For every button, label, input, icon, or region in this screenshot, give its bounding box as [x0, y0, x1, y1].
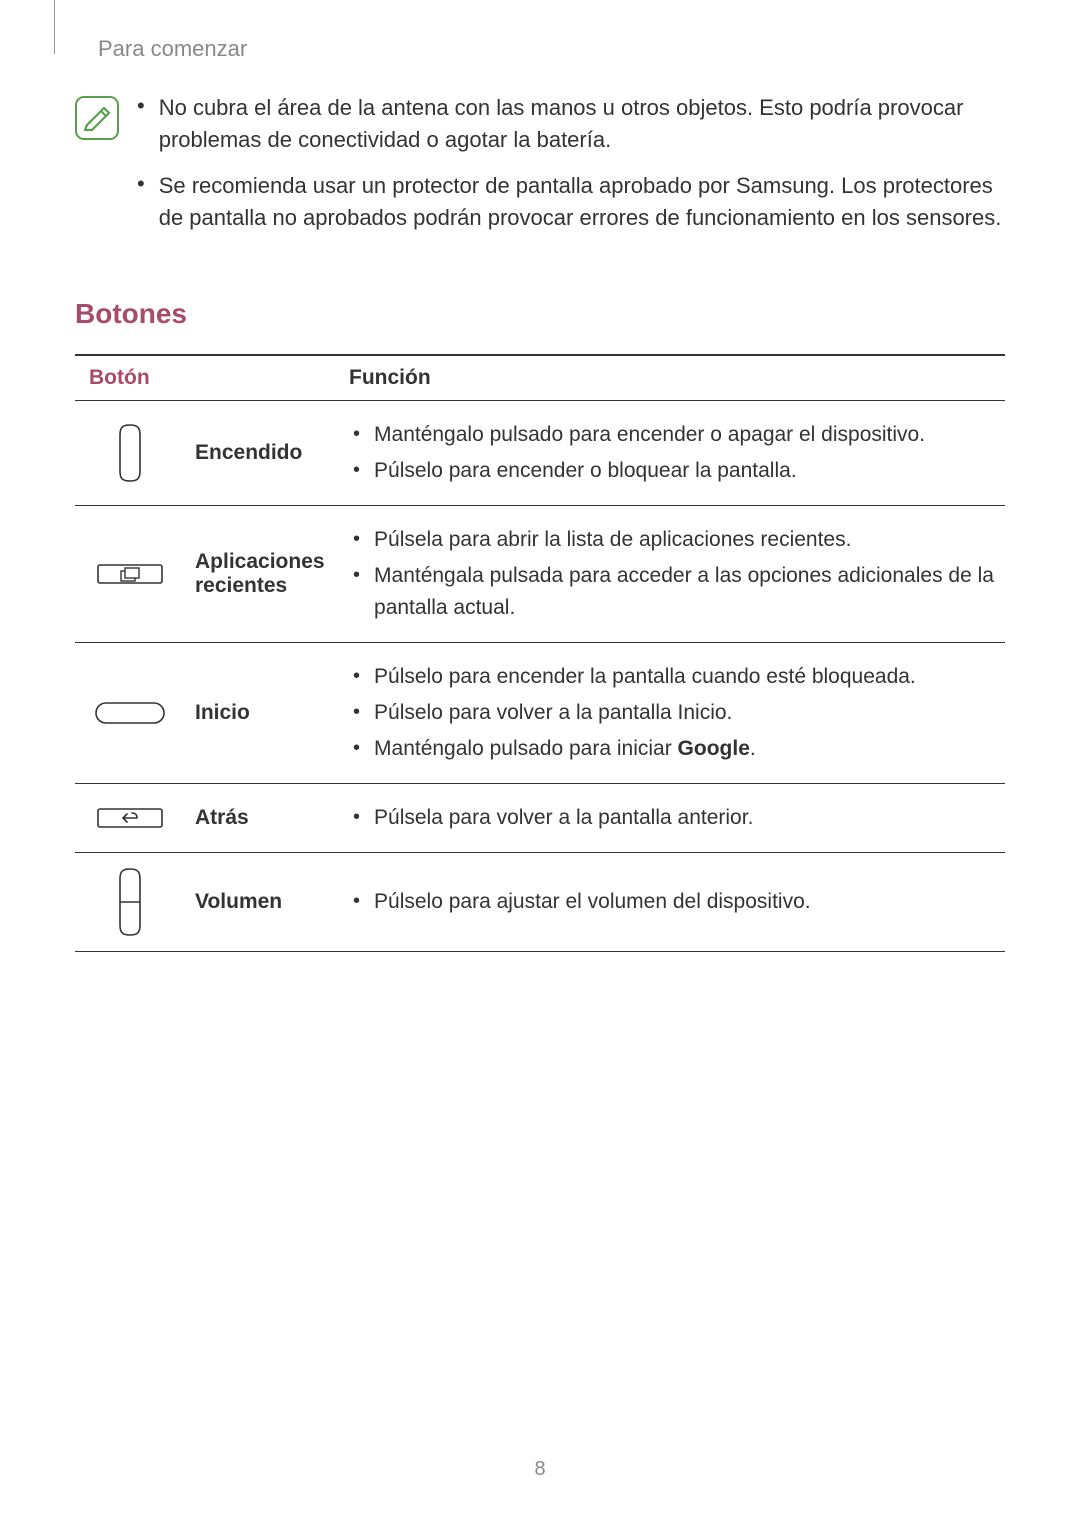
button-functions: • Púlsela para volver a la pantalla anter…: [335, 784, 1005, 853]
button-functions: • Púlselo para encender la pantalla cuand…: [335, 643, 1005, 784]
function-text: Púlsela para volver a la pantalla anteri…: [374, 802, 995, 834]
button-functions: • Púlselo para ajustar el volumen del dis…: [335, 853, 1005, 952]
function-text: Púlsela para abrir la lista de aplicacio…: [374, 524, 995, 556]
function-item: • Púlsela para volver a la pantalla anter…: [345, 802, 995, 834]
bullet-dot-icon: •: [353, 524, 360, 554]
button-label: Aplicaciones recientes: [185, 506, 335, 643]
back-button-icon: [95, 805, 165, 831]
home-button-icon: [92, 699, 168, 727]
function-item: • Púlselo para volver a la pantalla Inici…: [345, 697, 995, 729]
table-row: Encendido • Manténgalo pulsado para encen…: [75, 401, 1005, 506]
note-item: • Se recomienda usar un protector de pan…: [137, 170, 1005, 234]
note-bullets: • No cubra el área de la antena con las …: [137, 92, 1005, 248]
table-header-row: Botón Función: [75, 355, 1005, 401]
button-label: Atrás: [185, 784, 335, 853]
function-text: Manténgalo pulsado para encender o apaga…: [374, 419, 995, 451]
table-row: Atrás • Púlsela para volver a la pantalla…: [75, 784, 1005, 853]
function-item: • Púlselo para encender o bloquear la pan…: [345, 455, 995, 487]
button-label: Inicio: [185, 643, 335, 784]
column-header-funcion: Función: [335, 355, 1005, 401]
button-icon-cell: [75, 784, 185, 853]
recent-apps-button-icon: [95, 559, 165, 589]
button-functions: • Púlsela para abrir la lista de aplicaci…: [335, 506, 1005, 643]
function-text-suffix: .: [750, 737, 756, 760]
power-button-icon: [116, 423, 144, 483]
note-text: Se recomienda usar un protector de panta…: [159, 170, 1005, 234]
function-item: • Manténgalo pulsado para iniciar Google.: [345, 733, 995, 765]
button-icon-cell: [75, 853, 185, 952]
function-text: Manténgala pulsada para acceder a las op…: [374, 560, 995, 624]
note-block: • No cubra el área de la antena con las …: [75, 92, 1005, 248]
function-text: Púlselo para volver a la pantalla Inicio…: [374, 697, 995, 729]
button-label: Encendido: [185, 401, 335, 506]
buttons-table: Botón Función Encendido • Manténgalo puls…: [75, 354, 1005, 952]
function-text-bold: Google: [678, 737, 750, 760]
note-text: No cubra el área de la antena con las ma…: [159, 92, 1005, 156]
button-icon-cell: [75, 401, 185, 506]
function-item: • Púlselo para encender la pantalla cuand…: [345, 661, 995, 693]
button-icon-cell: [75, 506, 185, 643]
bullet-dot-icon: •: [353, 455, 360, 485]
bullet-dot-icon: •: [353, 560, 360, 590]
bullet-dot-icon: •: [353, 802, 360, 832]
function-text: Púlselo para ajustar el volumen del disp…: [374, 886, 995, 918]
function-text: Manténgalo pulsado para iniciar Google.: [374, 733, 995, 765]
volume-button-icon: [116, 867, 144, 937]
page-number: 8: [0, 1458, 1080, 1481]
note-item: • No cubra el área de la antena con las …: [137, 92, 1005, 156]
function-item: • Manténgala pulsada para acceder a las o…: [345, 560, 995, 624]
breadcrumb: Para comenzar: [98, 36, 247, 62]
button-label: Volumen: [185, 853, 335, 952]
table-row: Volumen • Púlselo para ajustar el volumen…: [75, 853, 1005, 952]
content-area: • No cubra el área de la antena con las …: [75, 92, 1005, 952]
column-header-boton: Botón: [75, 355, 335, 401]
note-icon: [75, 96, 119, 140]
bullet-dot-icon: •: [137, 170, 145, 198]
bullet-dot-icon: •: [137, 92, 145, 120]
table-row: Aplicaciones recientes • Púlsela para abr…: [75, 506, 1005, 643]
function-item: • Púlselo para ajustar el volumen del dis…: [345, 886, 995, 918]
bullet-dot-icon: •: [353, 661, 360, 691]
button-functions: • Manténgalo pulsado para encender o apag…: [335, 401, 1005, 506]
bullet-dot-icon: •: [353, 697, 360, 727]
bullet-dot-icon: •: [353, 733, 360, 763]
table-row: Inicio • Púlselo para encender la pantall…: [75, 643, 1005, 784]
function-text: Púlselo para encender o bloquear la pant…: [374, 455, 995, 487]
function-item: • Púlsela para abrir la lista de aplicaci…: [345, 524, 995, 556]
bullet-dot-icon: •: [353, 886, 360, 916]
bullet-dot-icon: •: [353, 419, 360, 449]
function-text: Púlselo para encender la pantalla cuando…: [374, 661, 995, 693]
header-side-line: [54, 0, 55, 54]
function-item: • Manténgalo pulsado para encender o apag…: [345, 419, 995, 451]
function-text-prefix: Manténgalo pulsado para iniciar: [374, 737, 678, 760]
section-heading: Botones: [75, 298, 1005, 330]
button-icon-cell: [75, 643, 185, 784]
